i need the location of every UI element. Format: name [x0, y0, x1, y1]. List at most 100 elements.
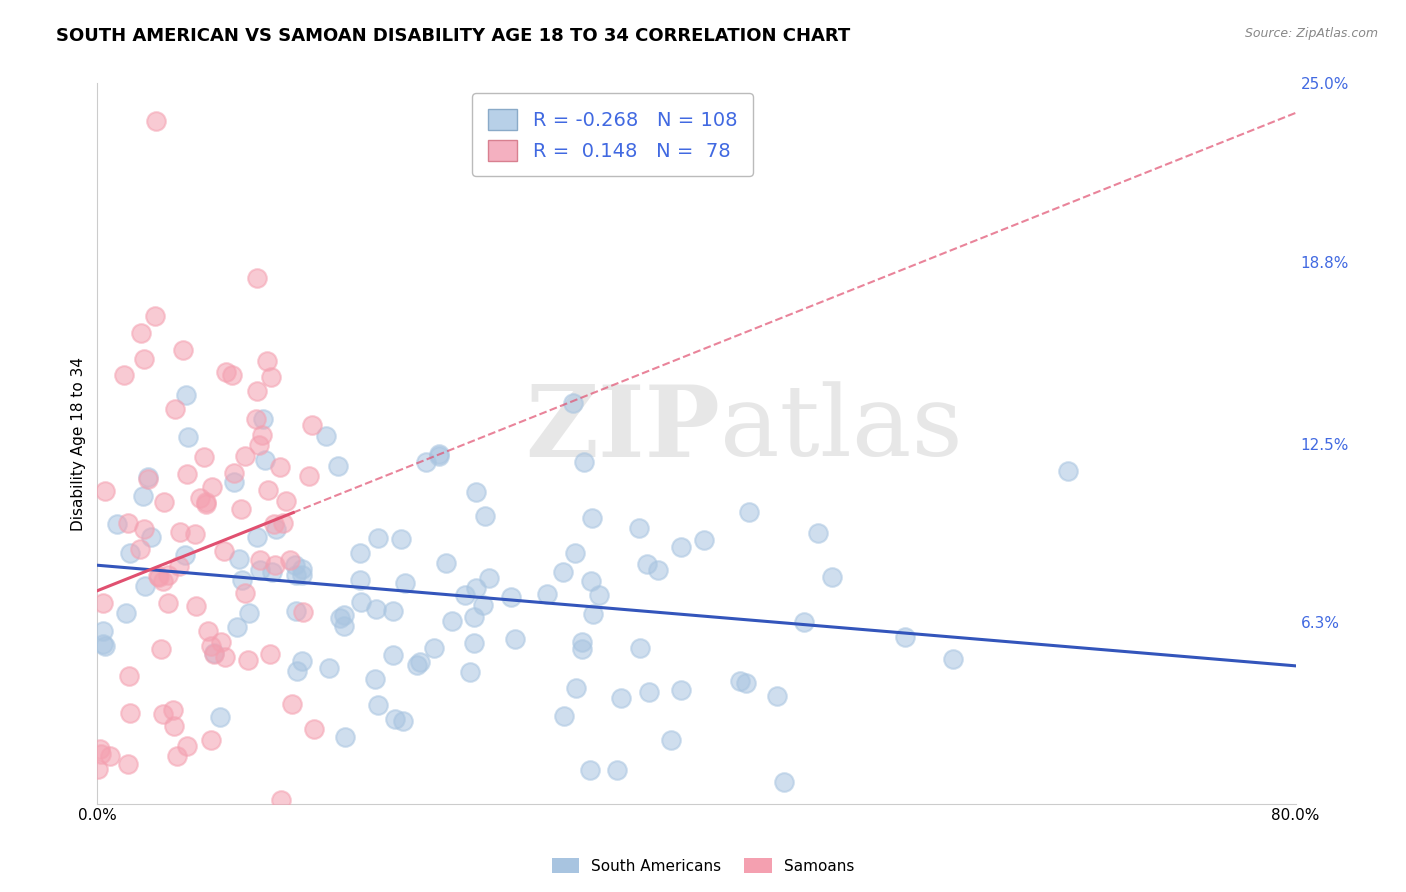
Point	[257, 483, 280, 497]
Point	[263, 516, 285, 531]
Point	[231, 574, 253, 588]
Point	[169, 524, 191, 539]
Point	[440, 614, 463, 628]
Point	[89, 742, 111, 756]
Point	[579, 574, 602, 589]
Point	[224, 466, 246, 480]
Point	[464, 582, 486, 596]
Point	[773, 775, 796, 789]
Point	[117, 516, 139, 530]
Point	[735, 676, 758, 690]
Text: SOUTH AMERICAN VS SAMOAN DISABILITY AGE 18 TO 34 CORRELATION CHART: SOUTH AMERICAN VS SAMOAN DISABILITY AGE …	[56, 27, 851, 45]
Point	[264, 558, 287, 573]
Point	[90, 747, 112, 761]
Point	[152, 574, 174, 588]
Point	[349, 573, 371, 587]
Point	[136, 470, 159, 484]
Point	[163, 718, 186, 732]
Point	[94, 640, 117, 654]
Point	[270, 793, 292, 807]
Point	[193, 450, 215, 464]
Point	[737, 505, 759, 519]
Point	[245, 412, 267, 426]
Point	[821, 569, 844, 583]
Point	[728, 673, 751, 688]
Point	[100, 749, 122, 764]
Point	[131, 490, 153, 504]
Point	[214, 544, 236, 558]
Point	[893, 630, 915, 644]
Point	[177, 430, 200, 444]
Point	[246, 271, 269, 285]
Point	[381, 604, 404, 618]
Point	[553, 709, 575, 723]
Point	[609, 691, 631, 706]
Point	[280, 697, 302, 711]
Point	[167, 558, 190, 573]
Point	[318, 661, 340, 675]
Point	[256, 354, 278, 368]
Point	[394, 576, 416, 591]
Point	[551, 565, 574, 579]
Point	[647, 563, 669, 577]
Point	[298, 469, 321, 483]
Point	[315, 429, 337, 443]
Point	[581, 511, 603, 525]
Point	[364, 672, 387, 686]
Point	[423, 640, 446, 655]
Point	[163, 402, 186, 417]
Point	[271, 516, 294, 530]
Point	[463, 636, 485, 650]
Point	[628, 640, 651, 655]
Point	[105, 517, 128, 532]
Point	[152, 495, 174, 509]
Point	[301, 417, 323, 432]
Point	[427, 447, 450, 461]
Point	[145, 113, 167, 128]
Point	[582, 607, 605, 621]
Point	[636, 558, 658, 572]
Point	[157, 568, 180, 582]
Point	[429, 449, 451, 463]
Text: atlas: atlas	[720, 381, 963, 477]
Point	[228, 552, 250, 566]
Point	[112, 368, 135, 382]
Point	[284, 604, 307, 618]
Point	[233, 449, 256, 463]
Point	[463, 610, 485, 624]
Point	[195, 495, 218, 509]
Point	[93, 596, 115, 610]
Point	[215, 366, 238, 380]
Point	[176, 739, 198, 753]
Point	[226, 620, 249, 634]
Point	[148, 569, 170, 583]
Point	[174, 388, 197, 402]
Point	[201, 480, 224, 494]
Point	[197, 624, 219, 638]
Point	[224, 475, 246, 489]
Point	[349, 546, 371, 560]
Point	[571, 634, 593, 648]
Point	[117, 757, 139, 772]
Point	[329, 611, 352, 625]
Point	[503, 632, 526, 647]
Point	[637, 684, 659, 698]
Legend: South Americans, Samoans: South Americans, Samoans	[546, 852, 860, 880]
Point	[269, 459, 291, 474]
Point	[367, 698, 389, 713]
Point	[571, 641, 593, 656]
Point	[249, 563, 271, 577]
Point	[291, 605, 314, 619]
Point	[200, 732, 222, 747]
Point	[389, 532, 412, 546]
Point	[367, 532, 389, 546]
Point	[176, 467, 198, 482]
Point	[188, 491, 211, 506]
Point	[91, 624, 114, 638]
Point	[627, 521, 650, 535]
Text: ZIP: ZIP	[526, 381, 720, 477]
Point	[333, 608, 356, 623]
Point	[221, 368, 243, 382]
Point	[333, 730, 356, 744]
Point	[606, 763, 628, 777]
